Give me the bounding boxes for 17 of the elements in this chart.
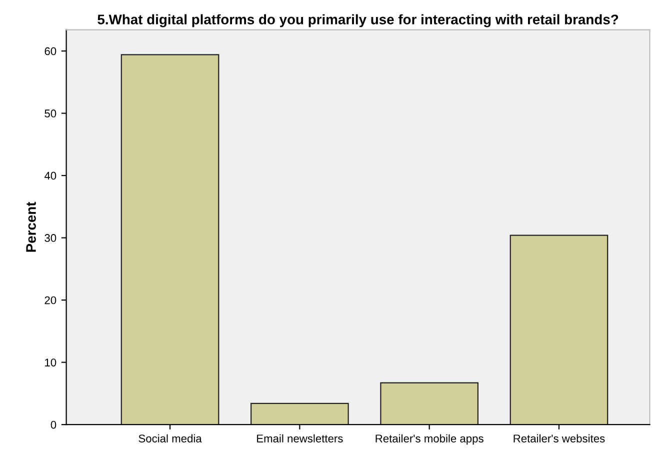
- bar: [120, 54, 220, 425]
- y-tick-label: 10: [45, 358, 56, 366]
- x-tick-label: Email newsletters: [257, 434, 343, 442]
- y-axis-title: Percent: [26, 202, 36, 252]
- x-tick-label: Social media: [138, 434, 202, 442]
- y-tick-label: 40: [44, 172, 56, 180]
- y-tick-label: 50: [44, 110, 56, 118]
- bar: [250, 402, 349, 425]
- x-tick-label: Retailer's websites: [514, 434, 605, 442]
- y-tick-label: 60: [44, 47, 56, 56]
- chart-title: 5.What digital platforms do you primarily use for interacting with retail brands?: [98, 14, 618, 28]
- y-tick-label: 0: [50, 420, 56, 429]
- y-tick-label: 20: [44, 296, 56, 304]
- y-tick-label: 30: [44, 234, 56, 242]
- x-tick-label: Retailer's mobile apps: [376, 434, 484, 445]
- bar: [380, 382, 479, 425]
- bar: [510, 234, 608, 425]
